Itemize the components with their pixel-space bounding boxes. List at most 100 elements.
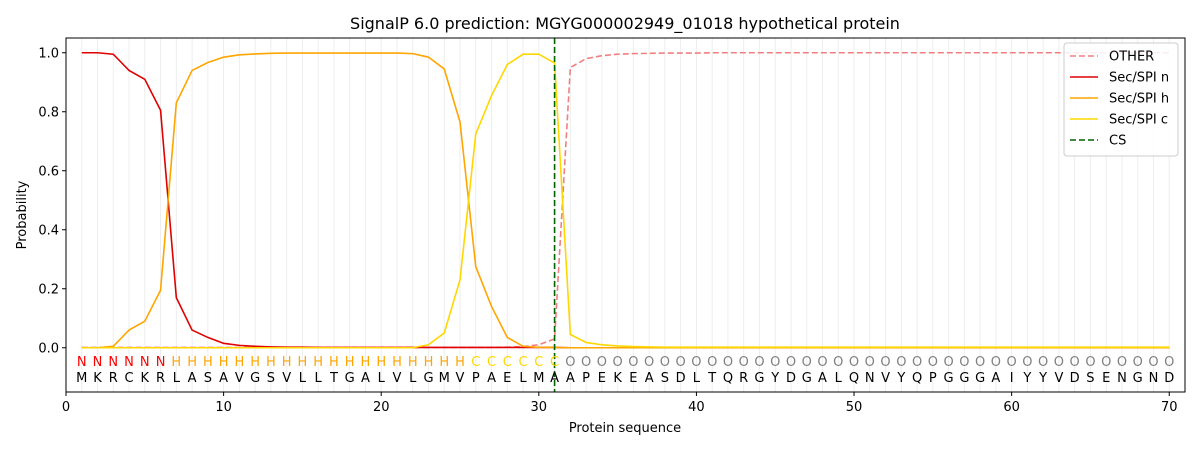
region-label: O [1101, 355, 1111, 370]
region-label: O [896, 355, 906, 370]
residue-label: G [959, 371, 969, 386]
residue-label: A [818, 371, 827, 386]
series-line-other [81, 51, 1170, 349]
residue-label: G [975, 371, 985, 386]
region-label: H [361, 355, 371, 370]
residue-label: A [219, 371, 228, 386]
legend-label: OTHER [1109, 50, 1154, 65]
residue-label: E [598, 371, 606, 386]
region-label: O [1133, 355, 1143, 370]
y-tick-label: 0.6 [38, 164, 59, 179]
x-tick-label: 40 [688, 400, 705, 415]
region-label: O [613, 355, 623, 370]
region-label: H [282, 355, 292, 370]
region-label: H [313, 355, 323, 370]
residue-label: D [676, 371, 686, 386]
region-label: O [928, 355, 938, 370]
x-tick-label: 60 [1003, 400, 1020, 415]
residue-label: S [204, 371, 212, 386]
region-label: O [786, 355, 796, 370]
region-label: O [975, 355, 985, 370]
region-label: H [266, 355, 276, 370]
region-label: H [392, 355, 402, 370]
region-label: O [754, 355, 764, 370]
y-axis-label: Probability [15, 180, 30, 249]
residue-label: Q [912, 371, 922, 386]
residue-label: N [1117, 371, 1127, 386]
vertical-grid [81, 38, 1170, 392]
residue-label: S [267, 371, 275, 386]
series-line-sec-spi-h [81, 52, 1170, 349]
residue-label: R [739, 371, 748, 386]
region-label: H [203, 355, 213, 370]
region-label: O [802, 355, 812, 370]
residue-label: G [1133, 371, 1143, 386]
residue-label: L [315, 371, 323, 386]
residue-label: L [173, 371, 181, 386]
legend: OTHER Sec/SPI n Sec/SPI h Sec/SPI c CS [1063, 42, 1179, 157]
region-label: C [519, 355, 528, 370]
region-label: C [503, 355, 512, 370]
residue-label: E [629, 371, 637, 386]
residue-label: G [250, 371, 260, 386]
region-label: H [424, 355, 434, 370]
residue-label: L [378, 371, 386, 386]
residue-label: T [707, 371, 716, 386]
region-label: H [345, 355, 355, 370]
residue-label: T [329, 371, 338, 386]
residue-label: K [141, 371, 150, 386]
residue-label: K [93, 371, 102, 386]
series-lines [81, 38, 1170, 392]
residue-label: Y [1022, 371, 1031, 386]
residue-label: N [1149, 371, 1159, 386]
region-label: H [408, 355, 418, 370]
residue-label: I [1010, 371, 1014, 386]
sequence-annotation: NMNKNRNCNKNRHLHAHSHAHVHGHSHVHLHLHTHGHAHL… [76, 355, 1174, 386]
region-label: O [691, 355, 701, 370]
legend-box [1063, 42, 1179, 157]
residue-label: M [533, 371, 544, 386]
region-label: C [534, 355, 543, 370]
residue-label: P [582, 371, 590, 386]
region-label: O [644, 355, 654, 370]
residue-label: A [550, 371, 559, 386]
region-label: N [156, 355, 166, 370]
region-label: O [660, 355, 670, 370]
residue-label: A [188, 371, 197, 386]
residue-label: E [1102, 371, 1110, 386]
region-label: O [1148, 355, 1158, 370]
region-label: O [581, 355, 591, 370]
residue-label: D [786, 371, 796, 386]
series-line-sec-spi-c [81, 53, 1170, 349]
residue-label: E [503, 371, 511, 386]
residue-label: C [125, 371, 134, 386]
region-label: H [250, 355, 260, 370]
region-label: O [1007, 355, 1017, 370]
residue-label: Y [1038, 371, 1047, 386]
residue-label: A [361, 371, 370, 386]
region-label: O [865, 355, 875, 370]
residue-label: R [109, 371, 118, 386]
region-label: O [1054, 355, 1064, 370]
chart-title: SignalP 6.0 prediction: MGYG000002949_01… [350, 14, 900, 34]
region-label: H [219, 355, 229, 370]
region-label: C [550, 355, 559, 370]
axes: 0 10 20 30 40 50 60 70 0.0 0.2 0.4 0.6 0.8 1.0 [38, 46, 1177, 415]
region-label: H [455, 355, 465, 370]
region-label: O [770, 355, 780, 370]
residue-label: D [1164, 371, 1174, 386]
residue-label: L [299, 371, 307, 386]
y-tick-label: 0.2 [38, 282, 59, 297]
region-label: C [471, 355, 480, 370]
residue-label: L [693, 371, 701, 386]
region-label: O [849, 355, 859, 370]
x-tick-label: 50 [846, 400, 863, 415]
plot-frame [65, 37, 1186, 393]
x-tick-label: 20 [373, 400, 390, 415]
residue-label: G [754, 371, 764, 386]
region-label: O [959, 355, 969, 370]
region-label: O [565, 355, 575, 370]
region-label: N [140, 355, 150, 370]
residue-label: V [282, 371, 291, 386]
residue-label: M [439, 371, 450, 386]
